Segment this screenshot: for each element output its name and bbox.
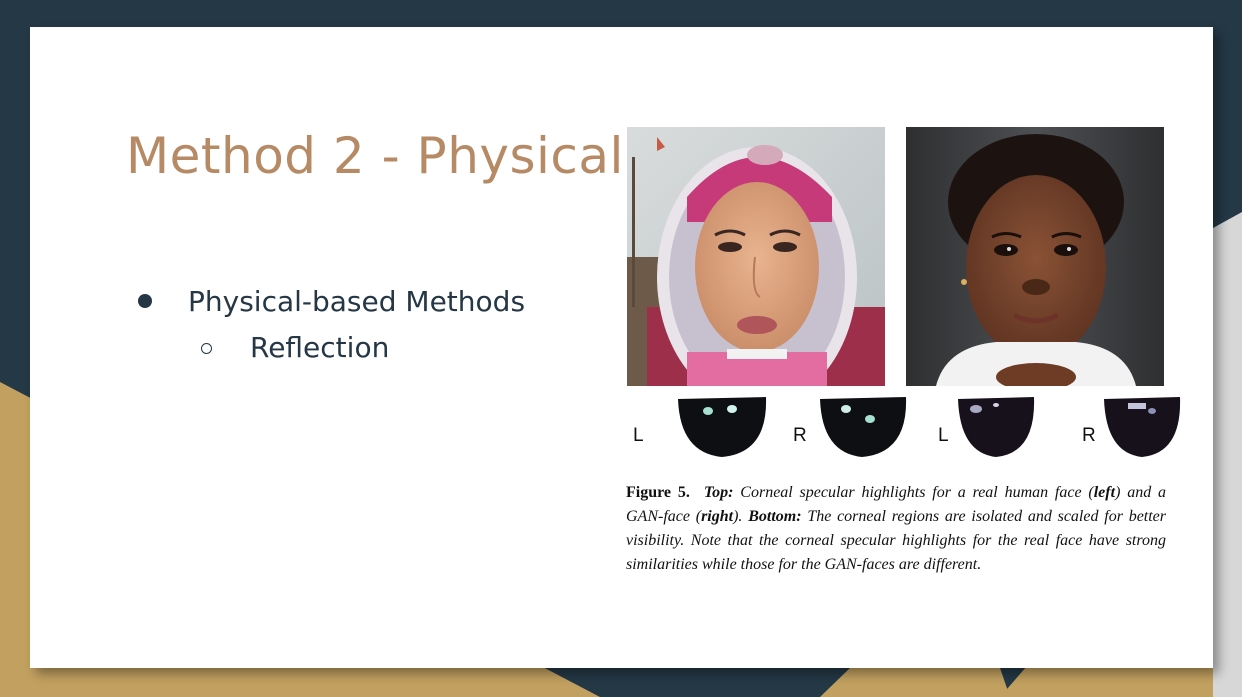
gan-left-cornea (958, 397, 1035, 457)
figure-label: Figure 5. (626, 484, 690, 501)
real-face-photo (627, 127, 885, 386)
slide-title: Method 2 - Physical (126, 127, 624, 185)
caption-text: Corneal specular highlights for a real h… (733, 484, 1094, 501)
caption-left-word: left (1093, 484, 1116, 501)
figure-5: L R L R (626, 127, 1181, 587)
bullet-label: Physical-based Methods (188, 285, 526, 318)
caption-bottom-label: Bottom: (748, 508, 802, 525)
gan-right-cornea (1104, 397, 1181, 457)
eye-label-left-gan: L (938, 425, 949, 446)
caption-text: The corneal regions are isolated and sca… (626, 508, 1167, 573)
figure-caption: Figure 5. Top: Corneal specular highlight… (626, 481, 1166, 577)
bullet-label: Reflection (250, 331, 390, 364)
eye-label-left-real: L (633, 425, 644, 446)
real-left-cornea (678, 397, 767, 457)
caption-top-label: Top: (703, 484, 734, 501)
slide-canvas: Method 2 - Physical Physical-based Metho… (30, 27, 1213, 668)
eye-label-right-real: R (793, 425, 807, 446)
gan-face-photo (906, 127, 1164, 386)
caption-text: ). (733, 508, 749, 525)
caption-text: ) and a GAN-face ( (626, 484, 1167, 525)
real-right-cornea (820, 397, 907, 457)
bullet-ring-icon (201, 343, 212, 354)
bullet-dot-icon (138, 294, 152, 308)
caption-right-word: right (701, 508, 734, 525)
eye-label-right-gan: R (1082, 425, 1096, 446)
